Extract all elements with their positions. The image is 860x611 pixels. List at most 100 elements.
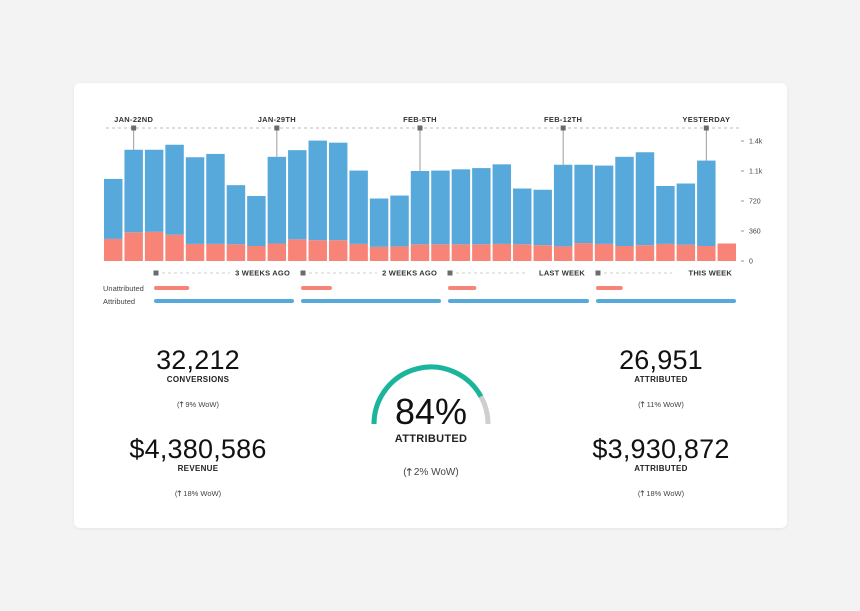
week-marker [447, 270, 453, 276]
y-tick-label: 1.4k [749, 139, 763, 146]
marker-label: JAN-22ND [114, 115, 153, 124]
bar-unattributed [185, 243, 205, 261]
bar-unattributed [676, 244, 696, 261]
bar-attributed [431, 170, 450, 245]
arrow-up-icon: 🡑 [179, 400, 184, 409]
arrow-up-icon: 🡑 [406, 467, 412, 478]
attributed-conversions-label: ATTRIBUTED [634, 375, 688, 384]
arrow-up-icon: 🡑 [640, 489, 645, 498]
gauge-wow: (🡑 2% WoW) [366, 465, 496, 482]
conversions-stat: 32,212 CONVERSIONS (🡑 9% WoW) [118, 345, 278, 412]
attributed-conversions-wow: (🡑 11% WoW) [581, 399, 741, 412]
arrow-up-icon: 🡑 [177, 489, 182, 498]
bar-attributed [451, 169, 471, 245]
bar-attributed [349, 170, 368, 244]
bar-unattributed [328, 240, 348, 261]
bar-unattributed [656, 243, 675, 261]
bar-attributed [410, 171, 430, 245]
bar-attributed [165, 144, 184, 235]
bar-unattributed [533, 245, 552, 261]
bar-attributed [553, 164, 573, 247]
bar-unattributed [247, 246, 266, 261]
arrow-up-icon: 🡑 [640, 400, 645, 409]
bar-attributed [288, 150, 307, 240]
bar-attributed [656, 186, 675, 244]
week-marker [153, 270, 159, 276]
bar-unattributed [431, 244, 450, 261]
legend-attributed-label: Attributed [103, 297, 135, 306]
bar-attributed [533, 189, 552, 246]
y-tick-label: 0 [749, 259, 753, 266]
attributed-revenue-label: ATTRIBUTED [634, 464, 688, 473]
bar-unattributed [104, 238, 123, 261]
bar-attributed [124, 149, 143, 233]
bar-unattributed [226, 244, 246, 261]
bar-attributed [226, 185, 246, 245]
marker-square [274, 125, 280, 131]
bar-unattributed [410, 244, 430, 261]
marker-label: YESTERDAY [682, 115, 730, 124]
attributed-conversions-stat: 26,951 ATTRIBUTED (🡑 11% WoW) [581, 345, 741, 412]
bar-attributed [390, 195, 409, 247]
marker-label: FEB-12TH [544, 115, 582, 124]
week-marker [595, 270, 601, 276]
bar-attributed [328, 142, 348, 241]
week-label: 2 WEEKS AGO [382, 269, 437, 278]
bar-attributed [615, 156, 634, 246]
attribution-gauge: 84% ATTRIBUTED (🡑 2% WoW) [366, 361, 496, 491]
bar-attributed [635, 152, 655, 246]
attribution-chart: JAN-22ND JAN-29TH FEB-5TH FEB-12TH YESTERDAY… [103, 115, 763, 306]
y-tick-label: 720 [749, 199, 761, 206]
week-marker [300, 270, 306, 276]
bar-attributed [206, 153, 225, 244]
bar-attributed [676, 183, 696, 245]
gauge-label: ATTRIBUTED [394, 433, 468, 445]
bar-unattributed [717, 243, 736, 261]
bar-unattributed [206, 243, 225, 261]
attributed-conversions-wow-text: 11% WoW [646, 400, 682, 409]
week-label: LAST WEEK [539, 269, 585, 278]
bar-unattributed [615, 246, 634, 261]
bar-unattributed [451, 244, 471, 261]
bar-unattributed [349, 243, 368, 261]
attributed-revenue-value: $3,930,872 [592, 434, 730, 464]
revenue-wow: (🡑 18% WoW) [118, 488, 278, 501]
bar-unattributed [267, 243, 287, 261]
marker-square [560, 125, 566, 131]
bar-unattributed [390, 246, 409, 261]
gauge-wow-text: 2% WoW [413, 467, 456, 478]
bar-unattributed [124, 232, 143, 261]
y-tick-label: 1.1k [749, 169, 763, 176]
bar-unattributed [288, 239, 307, 261]
attributed-conversions-value: 26,951 [619, 345, 703, 375]
marker-square [131, 125, 137, 131]
dashboard-card: JAN-22ND JAN-29TH FEB-5TH FEB-12TH YESTERDAY… [74, 83, 787, 528]
attributed-revenue-wow-text: 18% WoW [646, 489, 682, 498]
attributed-revenue-wow: (🡑 18% WoW) [581, 488, 741, 501]
bar-attributed [308, 140, 327, 241]
week-label: THIS WEEK [689, 269, 733, 278]
bar-unattributed [553, 246, 573, 261]
week-label: 3 WEEKS AGO [235, 269, 290, 278]
bar-attributed [513, 188, 532, 245]
attributed-revenue-stat: $3,930,872 ATTRIBUTED (🡑 18% WoW) [581, 434, 741, 501]
bar-unattributed [594, 243, 614, 261]
revenue-stat: $4,380,586 REVENUE (🡑 18% WoW) [118, 434, 278, 501]
marker-square [703, 125, 709, 131]
bar-unattributed [513, 244, 532, 261]
bar-attributed [185, 157, 205, 244]
gauge-value: 84% [394, 391, 468, 432]
bar-unattributed [574, 243, 593, 261]
conversions-wow: (🡑 9% WoW) [118, 399, 278, 412]
bar-attributed [697, 160, 716, 246]
gauge-fill [371, 364, 484, 425]
bar-attributed [574, 164, 593, 244]
bar-attributed [369, 198, 389, 247]
marker-label: JAN-29TH [258, 115, 296, 124]
bar-unattributed [635, 245, 655, 261]
bar-unattributed [144, 231, 164, 261]
bar-attributed [104, 178, 123, 239]
bar-unattributed [472, 244, 491, 261]
bar-attributed [144, 149, 164, 232]
bar-attributed [472, 168, 491, 245]
